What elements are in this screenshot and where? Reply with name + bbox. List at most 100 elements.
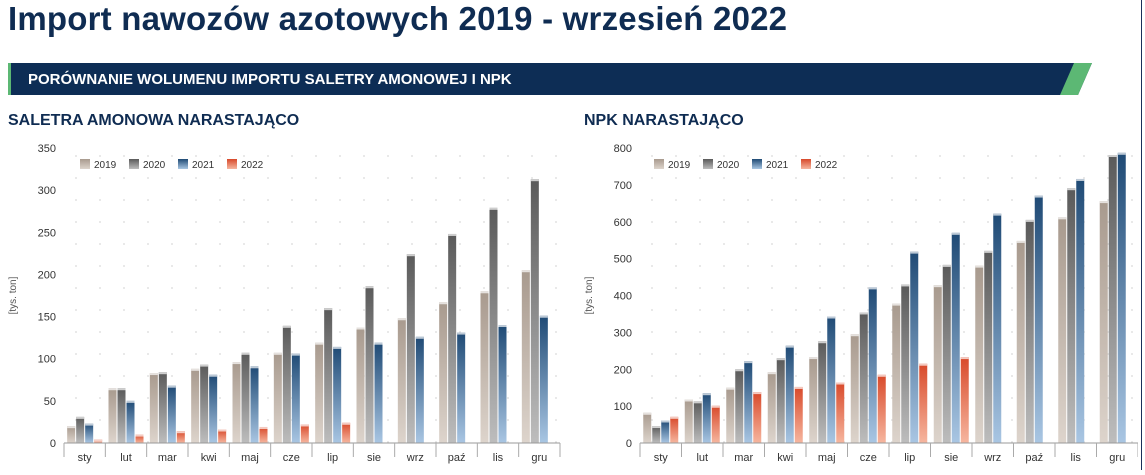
bar-2021-mar <box>167 385 176 443</box>
bar-2022-mar <box>176 431 185 443</box>
bar-cap <box>232 362 241 365</box>
bar-cap <box>167 385 176 388</box>
bar-2020-mar <box>158 372 167 443</box>
bar-cap <box>397 318 406 321</box>
bar-2021-mar <box>744 361 753 443</box>
y-tick-label: 400 <box>614 291 632 303</box>
x-tick-label: sie <box>944 452 958 464</box>
bar-2021-sie <box>374 342 383 443</box>
bar-cap <box>901 284 910 287</box>
x-tick-label: mar <box>158 452 177 464</box>
bar-cap <box>365 286 374 289</box>
bar-cap <box>191 368 200 371</box>
bar-2021-gru <box>539 315 548 443</box>
bar-cap <box>315 342 324 345</box>
x-tick-label: paź <box>448 452 466 464</box>
bar-cap <box>661 420 670 423</box>
bar-2019-lip <box>315 342 324 443</box>
bar-2021-maj <box>827 316 836 443</box>
y-tick-label: 300 <box>614 327 632 339</box>
x-tick-label: sie <box>367 452 381 464</box>
bar-2019-lut <box>684 399 693 443</box>
bar-2021-paź <box>457 332 466 443</box>
y-tick-label: 100 <box>614 401 632 413</box>
bar-cap <box>135 434 144 437</box>
bar-cap <box>827 316 836 319</box>
legend-label-2022: 2022 <box>241 160 264 171</box>
bar-cap <box>975 265 984 268</box>
bar-cap <box>767 372 776 375</box>
bar-2020-mar <box>735 369 744 443</box>
banner-background <box>8 63 1092 95</box>
bar-cap <box>342 422 351 425</box>
legend-swatch-2020 <box>129 159 139 169</box>
bar-2022-mar <box>753 392 762 443</box>
bar-2021-lip <box>333 346 342 443</box>
y-tick-label: 700 <box>614 180 632 192</box>
x-tick-label: sty <box>654 452 669 464</box>
bar-2020-maj <box>818 341 827 443</box>
legend-label-2020: 2020 <box>143 160 166 171</box>
chart-svg: 0 50 100 150 200 250 300 350 [tys. ton] sty lut mar… <box>8 143 561 464</box>
bar-2019-wrz <box>975 265 984 443</box>
bar-cap <box>776 358 785 361</box>
bar-cap <box>850 334 859 337</box>
legend-label-2022: 2022 <box>815 160 838 171</box>
bar-2020-kwi <box>776 358 785 443</box>
legend-swatch-2022 <box>801 159 811 169</box>
bar-cap <box>818 341 827 344</box>
bar-2019-mar <box>726 387 735 443</box>
bar-cap <box>149 373 158 376</box>
bar-2019-kwi <box>767 372 776 443</box>
page-title: Import nawozów azotowych 2019 - wrzesień… <box>8 0 788 37</box>
bar-2019-paź <box>439 302 448 443</box>
bar-cap <box>919 363 928 366</box>
bar-cap <box>415 336 424 339</box>
bar-2020-sty <box>76 416 85 443</box>
bar-2021-cze <box>868 287 877 443</box>
bar-cap <box>300 424 309 427</box>
bar-cap <box>933 285 942 288</box>
bar-cap <box>67 426 76 429</box>
x-tick-label: maj <box>818 452 836 464</box>
legend-swatch-2022 <box>227 159 237 169</box>
bar-2020-lip <box>901 284 910 443</box>
bar-cap <box>1117 152 1126 155</box>
bar-2021-maj <box>250 366 259 443</box>
x-tick-label: cze <box>283 452 300 464</box>
bar-2020-lis <box>1067 188 1076 443</box>
section-banner: PORÓWNANIE WOLUMENU IMPORTU SALETRY AMON… <box>8 63 1092 95</box>
bar-2022-sie <box>960 357 969 443</box>
bar-2022-maj <box>836 382 845 443</box>
bar-cap <box>892 303 901 306</box>
chart-title-npk: NPK NARASTAJĄCO <box>584 112 744 129</box>
bar-cap <box>753 392 762 395</box>
bar-2021-cze <box>291 353 300 443</box>
bar-cap <box>702 393 711 396</box>
bar-2019-gru <box>521 270 530 443</box>
bar-2019-sty <box>643 412 652 443</box>
bar-2021-sty <box>85 423 94 443</box>
bar-cap <box>1076 178 1085 181</box>
bar-cap <box>785 345 794 348</box>
bar-2021-sty <box>661 420 670 443</box>
bar-cap <box>176 431 185 434</box>
x-tick-label: wrz <box>406 452 424 464</box>
bar-cap <box>374 342 383 345</box>
bar-2022-lut <box>711 405 720 443</box>
frame-border <box>1141 0 1142 470</box>
bar-cap <box>273 352 282 355</box>
bar-cap <box>744 361 753 364</box>
bar-2020-gru <box>1108 155 1117 443</box>
chart-svg: 0 100 200 300 400 500 600 700 800 [tys. ton] sty lu… <box>584 143 1139 464</box>
bar-2019-lut <box>108 388 117 443</box>
bar-cap <box>259 426 268 429</box>
bar-2021-lut <box>126 400 135 443</box>
legend-label-2019: 2019 <box>94 160 117 171</box>
x-tick-label: paź <box>1025 452 1043 464</box>
bar-2019-lip <box>892 303 901 443</box>
x-tick-label: gru <box>531 452 547 464</box>
bar-2022-maj <box>259 426 268 443</box>
y-tick-label: 500 <box>614 254 632 266</box>
x-tick-label: maj <box>241 452 259 464</box>
